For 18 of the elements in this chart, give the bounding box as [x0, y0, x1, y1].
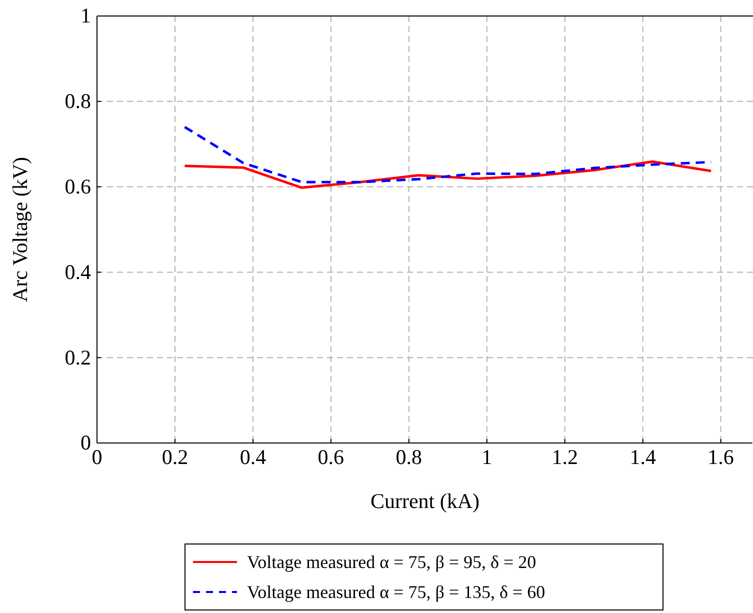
y-axis-title: Arc Voltage (kV): [8, 156, 32, 302]
y-tick-label: 0.4: [64, 260, 92, 284]
y-tick-label: 0.8: [64, 89, 91, 114]
line-series: [183, 126, 712, 184]
x-tick-label: 0.4: [240, 444, 267, 469]
legend-label: Voltage measured α = 75, β = 135, δ = 60: [247, 582, 546, 602]
y-tick-label: 0.2: [64, 345, 91, 370]
x-tick-label: 1.2: [552, 444, 578, 469]
x-tick-label: 1.4: [630, 444, 656, 469]
y-tick-label: 0.6: [64, 174, 91, 199]
x-axis-title: Current (kA): [370, 489, 480, 513]
x-tick-label: 0.8: [396, 444, 422, 469]
x-tick-label: 1: [482, 444, 492, 469]
y-tick-label: 1: [80, 4, 91, 28]
x-tick-label: 0.2: [162, 444, 188, 469]
x-tick-label: 1.6: [708, 444, 734, 469]
legend-label: Voltage measured α = 75, β = 95, δ = 20: [247, 552, 536, 572]
x-tick-label: 0.6: [318, 444, 344, 469]
